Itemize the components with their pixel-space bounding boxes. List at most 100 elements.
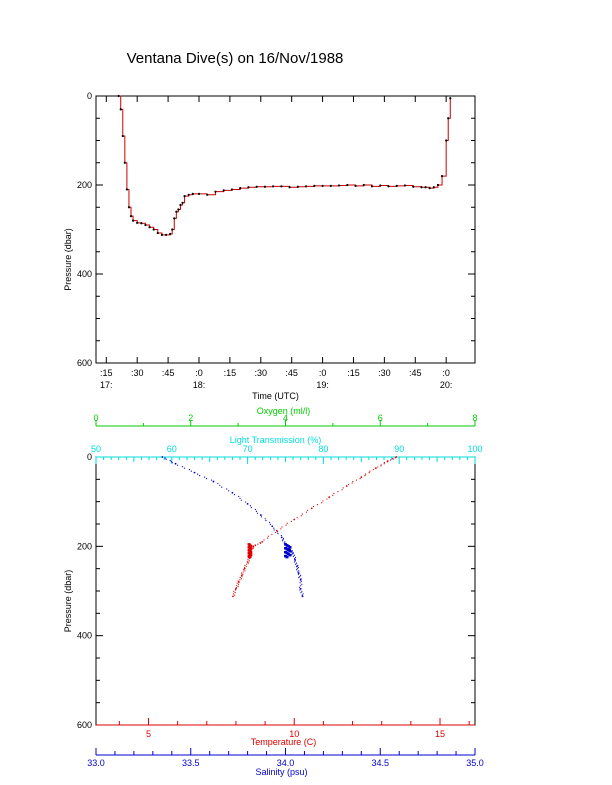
salinity-tick-label: 34.0: [277, 758, 295, 768]
temperature-cluster-mark: [249, 548, 253, 551]
temperature-trace-dot: [321, 502, 323, 504]
salinity-trace-dot: [239, 497, 241, 499]
salinity-data-point: [161, 456, 164, 458]
temperature-trace-dot: [252, 547, 254, 550]
pressure-data-point: [230, 188, 234, 191]
temperature-trace-dot: [369, 470, 371, 472]
temperature-trace-dot: [245, 565, 247, 568]
transmission-tick-label: 100: [467, 444, 482, 454]
temperature-data-point: [240, 574, 243, 577]
pressure-data-point: [436, 183, 440, 187]
salinity-trace-dot: [183, 467, 186, 469]
temperature-trace-dot: [394, 457, 397, 459]
pressure-data-point: [449, 97, 452, 100]
pressure-data-point: [263, 185, 267, 188]
temperature-trace-dot: [342, 487, 344, 489]
salinity-trace-dot: [190, 470, 192, 472]
salinity-cluster-mark: [284, 554, 287, 558]
pressure-data-point: [247, 186, 250, 189]
temperature-trace-dot: [234, 594, 236, 596]
pressure-data-point: [313, 184, 316, 187]
pressure-data-point: [420, 186, 423, 189]
pressure-data-point: [119, 108, 122, 111]
y-tick-label: 400: [77, 269, 92, 279]
pressure-data-point: [354, 184, 357, 187]
x-tick-label-minute: :30: [255, 368, 268, 378]
temperature-trace-dot: [351, 482, 353, 484]
y-tick-label: 0: [87, 91, 92, 101]
x-tick-label-minute: :0: [319, 368, 327, 378]
pressure-data-point: [144, 223, 147, 227]
salinity-cluster-mark: [287, 548, 291, 552]
temperature-data-point: [345, 485, 348, 487]
salinity-axis-label: Salinity (psu): [255, 767, 307, 777]
temperature-trace-dot: [241, 575, 243, 578]
salinity-cluster-mark: [284, 547, 287, 550]
pressure-data-point: [164, 233, 168, 236]
salinity-trace-dot: [296, 569, 298, 571]
pressure-data-point: [280, 185, 283, 188]
oxygen-axis-label: Oxygen (ml/l): [257, 406, 311, 416]
salinity-cluster-mark: [284, 543, 287, 546]
x-tick-label-hour: 20:: [440, 380, 453, 390]
salinity-trace-dot: [298, 577, 300, 579]
temperature-trace-dot: [290, 520, 292, 522]
temperature-trace-dot: [337, 491, 339, 493]
temperature-trace-dot: [236, 584, 238, 587]
pressure-data-point: [175, 210, 178, 213]
pressure-data-point: [329, 184, 332, 187]
salinity-trace-dot: [256, 512, 259, 514]
salinity-trace-dot: [269, 523, 271, 525]
plot-frame: [95, 456, 476, 726]
temperature-trace-dot: [267, 535, 269, 537]
pressure-data-point: [125, 188, 128, 191]
temperature-trace-dot: [247, 559, 249, 561]
pressure-data-point: [337, 184, 341, 187]
temperature-data-point: [261, 540, 264, 543]
y-axis-label: Pressure (dbar): [63, 228, 73, 291]
salinity-trace-dot: [176, 464, 179, 466]
salinity-trace-dot: [199, 475, 201, 477]
salinity-trace-dot: [171, 461, 173, 464]
temperature-trace-dot: [377, 466, 379, 468]
salinity-data-point: [280, 536, 283, 539]
pressure-data-point: [412, 185, 415, 188]
salinity-trace-dot: [170, 460, 172, 463]
temperature-trace-dot: [389, 459, 392, 461]
salinity-data-point: [301, 595, 304, 598]
salinity-trace-dot: [297, 566, 299, 569]
transmission-tick-label: 90: [394, 444, 404, 454]
x-tick-label-hour: 18:: [193, 380, 206, 390]
salinity-trace-dot: [292, 555, 295, 557]
temperature-tick-label: 10: [289, 729, 299, 739]
temperature-trace-dot: [352, 480, 354, 483]
y-tick-label: 600: [77, 720, 92, 730]
pressure-data-point: [171, 228, 174, 231]
temperature-trace-dot: [240, 572, 243, 574]
pressure-data-point: [321, 184, 324, 187]
salinity-cluster-mark: [284, 550, 287, 554]
temperature-data-point: [386, 460, 389, 463]
pressure-data-point: [222, 189, 225, 192]
pressure-time-chart: 0 200 400 600:15 17::30:45:0 18::15:30:45:0 19…: [63, 91, 476, 401]
temperature-trace-dot: [237, 583, 240, 585]
salinity-trace-dot: [301, 594, 303, 596]
salinity-trace-dot: [299, 575, 301, 578]
pressure-data-point: [387, 185, 390, 188]
salinity-trace-dot: [204, 476, 206, 478]
temperature-trace-dot: [372, 469, 375, 471]
pressure-data-point: [121, 134, 124, 138]
temperature-trace-dot: [383, 461, 385, 464]
oxygen-tick-label: 2: [188, 413, 193, 423]
pressure-data-point: [288, 186, 291, 189]
salinity-tick-label: 33.5: [182, 758, 200, 768]
salinity-data-point: [193, 471, 196, 474]
salinity-trace-dot: [169, 459, 171, 461]
temperature-trace-dot: [252, 546, 255, 548]
temperature-trace-dot: [364, 475, 366, 477]
temperature-trace-dot: [305, 511, 308, 513]
temperature-trace-dot: [383, 463, 385, 465]
pressure-data-point: [432, 186, 435, 189]
temperature-trace-dot: [341, 489, 343, 491]
salinity-trace-dot: [302, 593, 304, 595]
